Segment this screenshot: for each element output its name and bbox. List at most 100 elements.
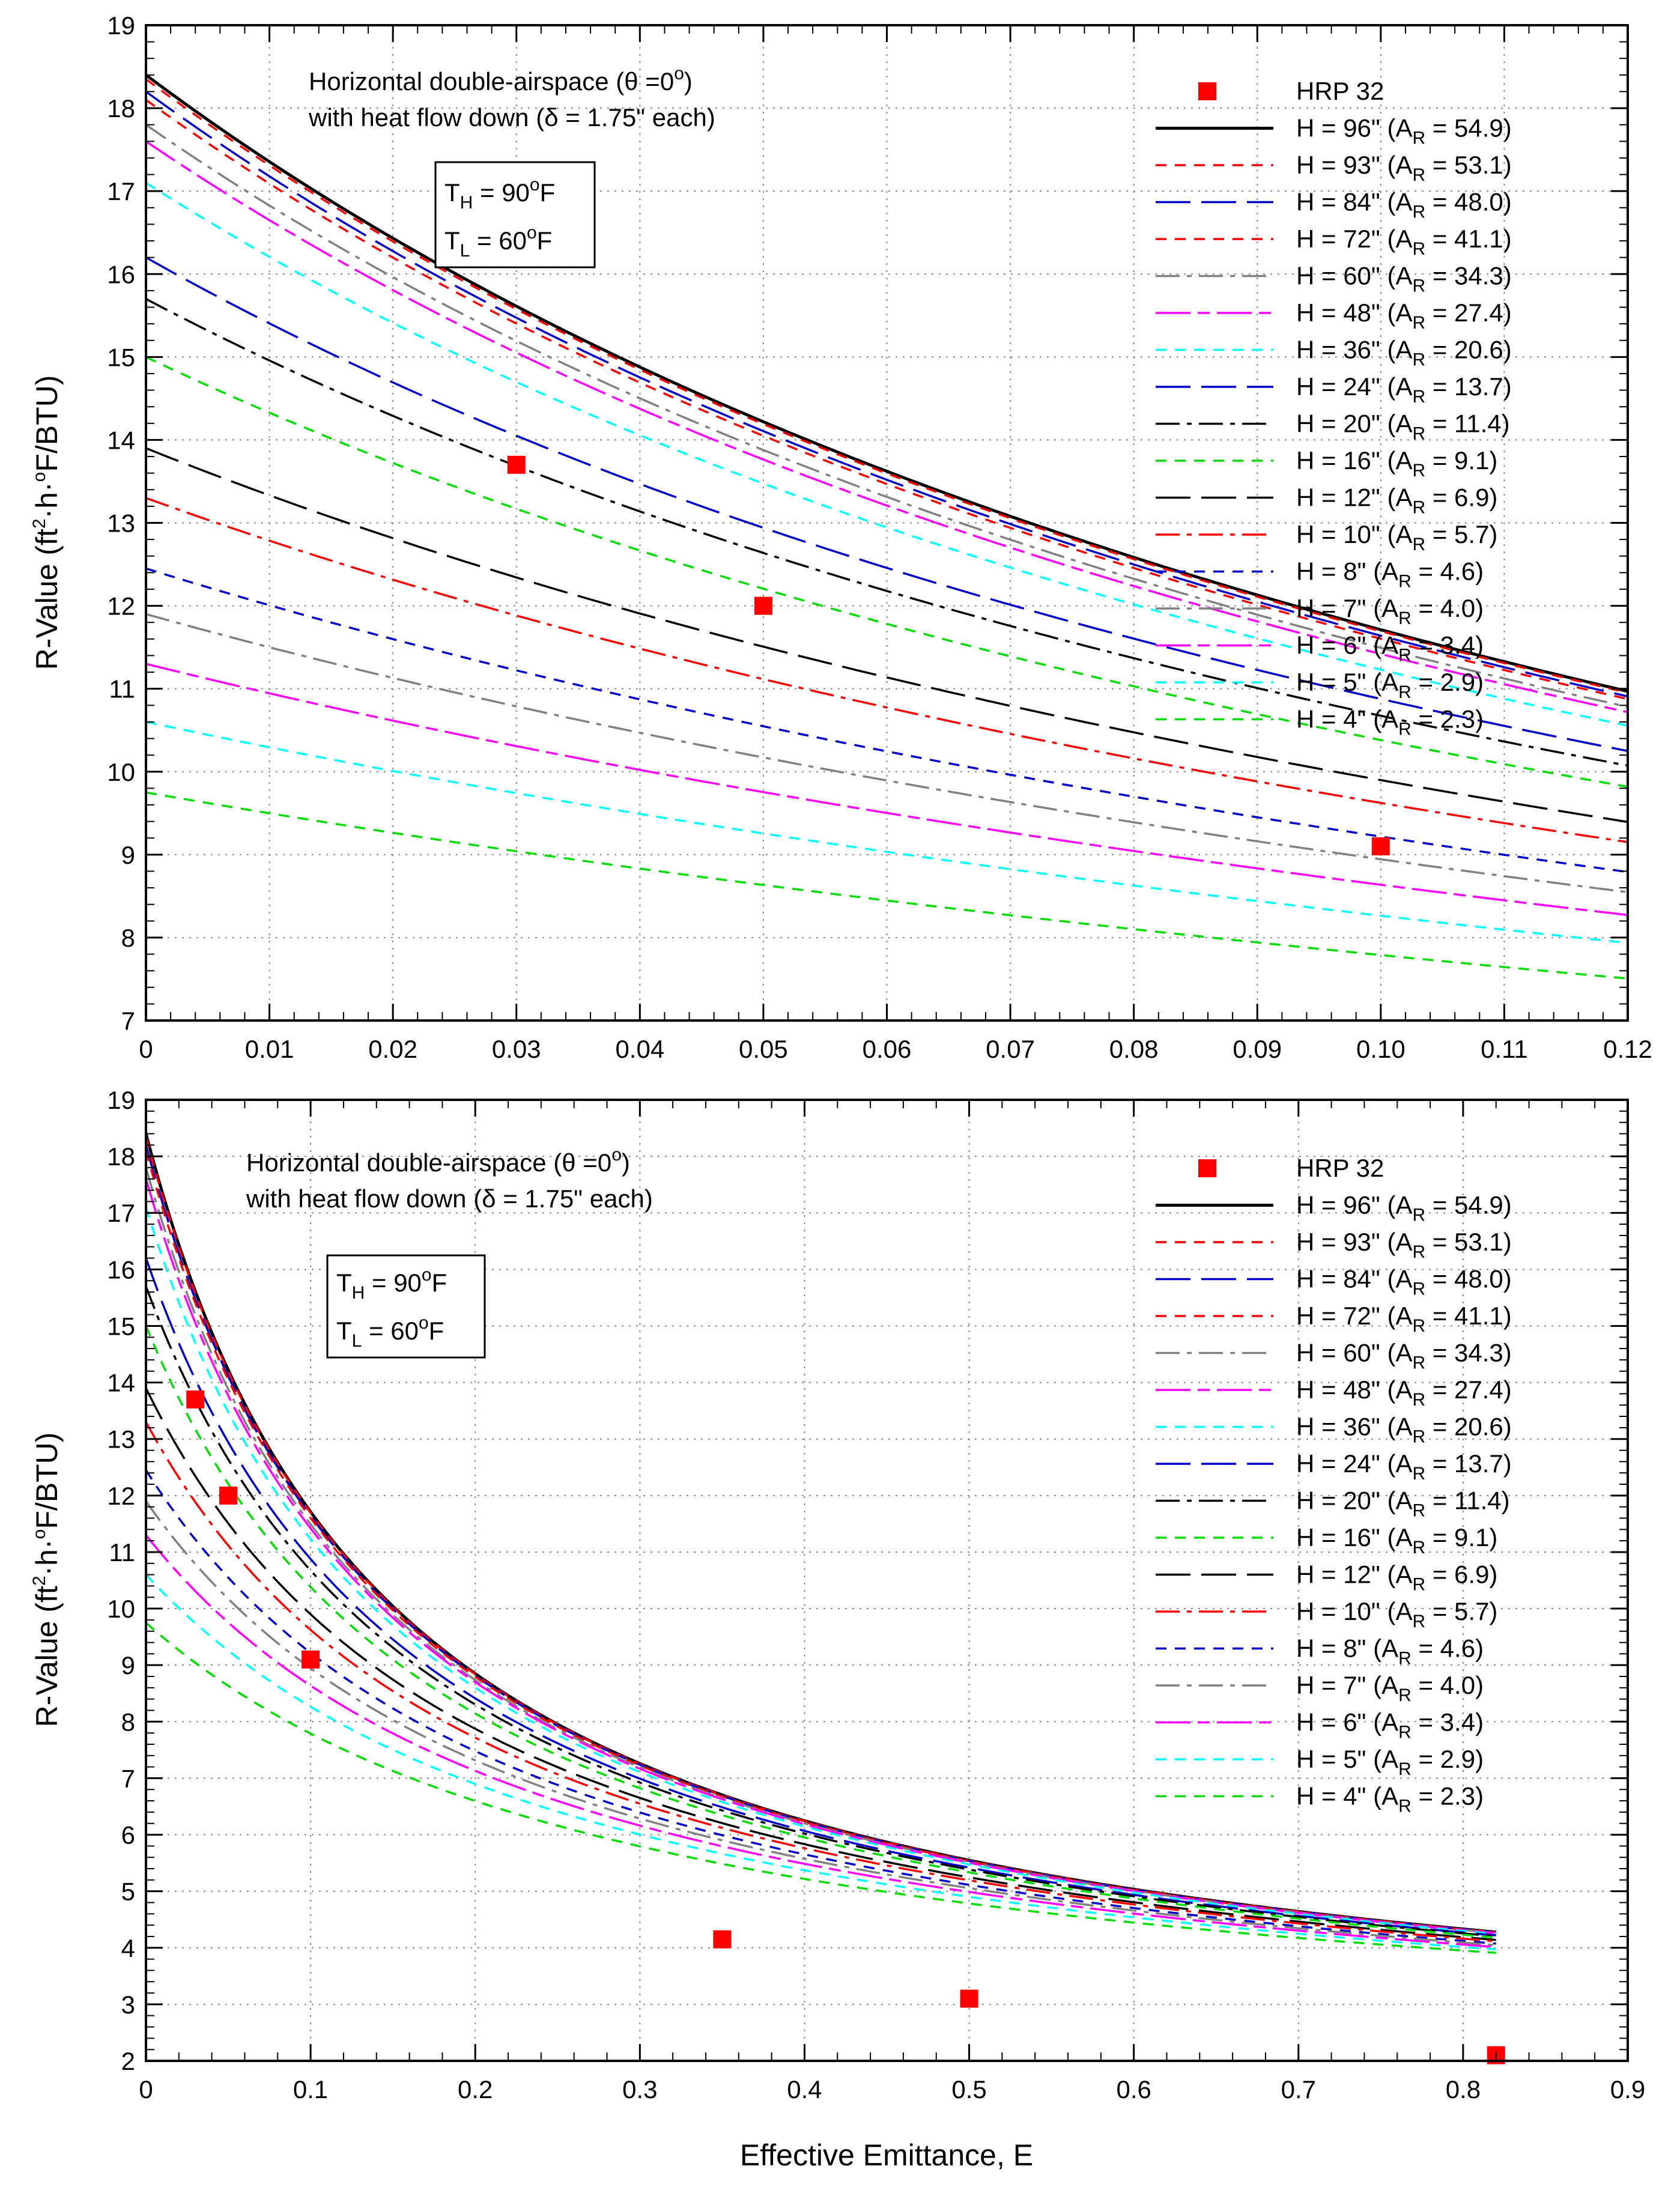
bottom-y-tick-labels: 2 3 4 5 6 7 8 9 10 11 12 13 14 15 16 17 18 19 [107, 1086, 135, 2075]
top-curve-20in [146, 298, 1628, 767]
top-y-tick-label: 12 [107, 592, 135, 620]
top-title-line1: Horizontal double-airspace (θ =0o) [309, 64, 693, 96]
top-curve-36in [146, 181, 1628, 727]
top-legend-label: H = 60" (AR = 34.3) [1296, 262, 1512, 296]
bottom-y-tick-label: 3 [121, 1991, 135, 2019]
top-y-tick-label: 13 [107, 509, 135, 538]
bottom-hrp32-marker [302, 1650, 320, 1669]
top-curve-93in [146, 78, 1628, 694]
top-legend-label: H = 96" (AR = 54.9) [1296, 114, 1512, 148]
top-legend-label: H = 16" (AR = 9.1) [1296, 446, 1497, 481]
bottom-legend-label: H = 12" (AR = 6.9) [1296, 1561, 1497, 1595]
bottom-title-line2: with heat flow down (δ = 1.75" each) [246, 1184, 653, 1213]
bottom-y-tick-label: 11 [109, 1538, 135, 1567]
top-hrp32-marker [754, 596, 772, 615]
top-x-tick-label: 0.01 [245, 1035, 294, 1063]
top-x-tick-label: 0.02 [368, 1035, 417, 1063]
bottom-curve-24in [146, 1257, 1496, 1937]
bottom-x-tick-label: 0.1 [293, 2075, 328, 2104]
top-x-tick-label: 0.10 [1356, 1035, 1406, 1063]
bottom-x-tick-label: 0.6 [1116, 2075, 1151, 2104]
bottom-temp-box [326, 1254, 486, 1359]
bottom-curve-20in [146, 1285, 1496, 1938]
top-legend: HRP 32 H = 96" (AR = 54.9)H = 93" (AR = 5… [1156, 77, 1512, 739]
top-legend-label: H = 10" (AR = 5.7) [1296, 520, 1497, 554]
bottom-y-tick-label: 15 [107, 1312, 135, 1340]
top-y-tick-label: 11 [109, 675, 135, 703]
bottom-legend-label: H = 72" (AR = 41.1) [1296, 1302, 1512, 1336]
bottom-y-tick-label: 13 [107, 1425, 135, 1454]
bottom-legend-label: H = 24" (AR = 13.7) [1296, 1449, 1512, 1484]
bottom-y-axis-title: R-Value (ft2·h·oF/BTU) [29, 1433, 64, 1727]
top-legend-label: H = 20" (AR = 11.4) [1296, 410, 1510, 444]
top-temp-box [434, 161, 596, 268]
top-y-tick-label: 19 [107, 11, 135, 40]
top-legend-marker-label: HRP 32 [1296, 77, 1384, 105]
top-x-tick-label: 0.03 [492, 1035, 541, 1063]
bottom-tl-label: TL = 60oF [336, 1313, 444, 1351]
top-th-label: TH = 90oF [444, 175, 555, 213]
top-legend-label: H = 5" (AR = 2.9) [1296, 668, 1484, 702]
top-hrp32-marker [507, 455, 526, 474]
bottom-curves [146, 1133, 1496, 1954]
top-legend-label: H = 8" (AR = 4.6) [1296, 557, 1484, 592]
bottom-curve-36in [146, 1207, 1496, 1935]
top-x-tick-label: 0 [139, 1035, 153, 1063]
top-y-tick-label: 16 [107, 260, 135, 288]
bottom-curve-48in [146, 1178, 1496, 1935]
bottom-legend: HRP 32 H = 96" (AR = 54.9)H = 93" (AR = 5… [1156, 1154, 1512, 1816]
top-legend-label: H = 24" (AR = 13.7) [1296, 372, 1512, 407]
top-markers [507, 455, 1390, 856]
bottom-y-tick-label: 14 [107, 1369, 135, 1397]
top-title-line2: with heat flow down (δ = 1.75" each) [308, 103, 715, 132]
top-y-tick-label: 17 [107, 177, 135, 205]
bottom-x-tick-label: 0.3 [622, 2075, 657, 2104]
bottom-legend-label: H = 48" (AR = 27.4) [1296, 1376, 1512, 1410]
top-x-tick-label: 0.11 [1481, 1035, 1528, 1063]
top-curve-12in [146, 447, 1628, 824]
x-axis-title: Effective Emittance, E [740, 2138, 1033, 2172]
bottom-legend-label: H = 8" (AR = 4.6) [1296, 1634, 1484, 1669]
top-curves [146, 73, 1628, 980]
bottom-hrp32-marker [219, 1486, 238, 1505]
bottom-legend-label: H = 36" (AR = 20.6) [1296, 1413, 1512, 1447]
top-y-tick-label: 8 [121, 924, 135, 952]
bottom-curve-10in [146, 1421, 1496, 1943]
top-x-tick-label: 0.08 [1109, 1035, 1159, 1063]
bottom-legend-label: H = 5" (AR = 2.9) [1296, 1745, 1484, 1779]
bottom-ticks [145, 1099, 1629, 2062]
top-curve-7in [146, 613, 1628, 894]
bottom-y-tick-label: 4 [121, 1934, 135, 1962]
top-legend-label: H = 7" (AR = 4.0) [1296, 594, 1484, 628]
bottom-legend-marker-swatch [1198, 1159, 1216, 1177]
bottom-legend-label: H = 96" (AR = 54.9) [1296, 1191, 1512, 1225]
bottom-legend-label: H = 4" (AR = 2.3) [1296, 1782, 1484, 1816]
bottom-curve-5in [146, 1574, 1496, 1951]
top-curve-96in [146, 73, 1628, 693]
bottom-legend-label: H = 16" (AR = 9.1) [1296, 1523, 1497, 1558]
top-y-tick-labels: 7 8 9 10 11 12 13 14 15 16 17 18 19 [107, 11, 135, 1035]
top-curve-84in [146, 91, 1628, 698]
top-legend-label: H = 4" (AR = 2.3) [1296, 705, 1484, 739]
bottom-curve-7in [146, 1500, 1496, 1947]
bottom-legend-label: H = 20" (AR = 11.4) [1296, 1487, 1510, 1521]
top-legend-label: H = 72" (AR = 41.1) [1296, 225, 1512, 259]
bottom-x-tick-label: 0.4 [787, 2075, 822, 2104]
top-x-tick-label: 0.06 [863, 1035, 912, 1063]
top-curve-8in [146, 567, 1628, 873]
top-curve-10in [146, 497, 1628, 843]
bottom-legend-marker-label: HRP 32 [1296, 1154, 1384, 1182]
bottom-curve-72in [146, 1150, 1496, 1934]
bottom-legend-label: H = 60" (AR = 34.3) [1296, 1339, 1512, 1373]
bottom-legend-label: H = 93" (AR = 53.1) [1296, 1228, 1512, 1262]
bottom-panel: 0 0.1 0.2 0.3 0.4 0.5 0.6 0.7 0.8 0.9 2 3 4 5 6 7 8 9 10 1… [107, 1086, 1645, 2104]
bottom-y-tick-label: 5 [121, 1878, 135, 1906]
top-x-tick-label: 0.07 [986, 1035, 1035, 1063]
top-legend-label: H = 84" (AR = 48.0) [1296, 188, 1512, 222]
bottom-y-tick-label: 17 [107, 1199, 135, 1227]
bottom-legend-label: H = 6" (AR = 3.4) [1296, 1708, 1484, 1743]
top-ticks [145, 24, 1629, 1022]
bottom-x-tick-label: 0.2 [458, 2075, 493, 2104]
top-y-tick-label: 15 [107, 343, 135, 371]
top-y-axis-title: R-Value (ft2·h·oF/BTU) [29, 375, 64, 670]
